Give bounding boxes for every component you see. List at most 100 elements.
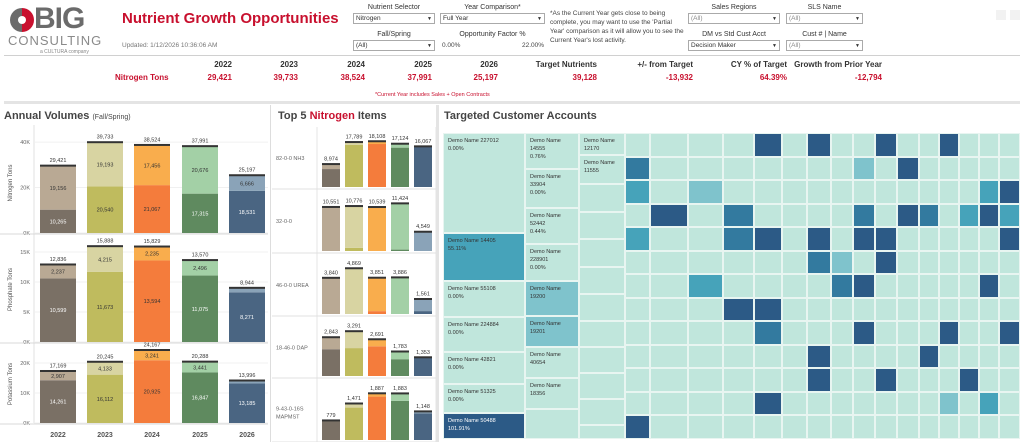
customer-account-cell[interactable]: Demo Name 11555 — [579, 155, 625, 184]
customer-account-cell-unlabeled[interactable] — [807, 227, 831, 251]
customer-account-cell-unlabeled[interactable] — [650, 203, 688, 228]
customer-account-cell-unlabeled[interactable] — [807, 133, 831, 157]
customer-account-cell-unlabeled[interactable] — [939, 391, 959, 416]
customer-account-cell-unlabeled[interactable] — [959, 344, 979, 369]
bar-segment-spring[interactable] — [345, 348, 363, 376]
customer-account-cell[interactable]: Demo Name 50488 101.91% — [443, 413, 525, 439]
bar-segment-spring[interactable] — [368, 144, 386, 187]
customer-account-cell-unlabeled[interactable] — [919, 321, 939, 345]
bar-segment-spring[interactable] — [229, 383, 265, 423]
customer-account-cell-unlabeled[interactable] — [831, 180, 853, 204]
customer-account-cell-unlabeled[interactable] — [979, 180, 999, 204]
customer-account-cell-unlabeled[interactable] — [782, 344, 807, 369]
customer-account-cell-unlabeled[interactable] — [959, 415, 979, 439]
customer-account-cell-unlabeled[interactable] — [688, 156, 723, 181]
customer-account-cell-unlabeled[interactable] — [754, 297, 782, 322]
customer-account-cell-unlabeled[interactable] — [782, 368, 807, 392]
customer-account-cell-unlabeled[interactable] — [625, 180, 650, 204]
bar-segment-spring[interactable] — [40, 209, 76, 233]
customer-account-cell-unlabeled[interactable] — [875, 391, 897, 416]
bar-segment-spring[interactable] — [391, 147, 409, 187]
bar-segment-fall[interactable] — [368, 278, 386, 312]
customer-account-cell-unlabeled[interactable] — [688, 203, 723, 228]
customer-account-cell-unlabeled[interactable] — [688, 368, 723, 392]
bar-segment-fall[interactable] — [322, 337, 340, 350]
customer-account-cell-unlabeled[interactable] — [979, 391, 999, 416]
customer-account-cell-unlabeled[interactable] — [875, 156, 897, 181]
customer-account-cell-unlabeled[interactable] — [754, 321, 782, 345]
customer-account-cell-unlabeled[interactable] — [959, 156, 979, 181]
customer-account-cell-unlabeled[interactable] — [807, 297, 831, 322]
bar-segment-fall[interactable] — [229, 175, 265, 191]
customer-account-cell-unlabeled[interactable] — [853, 321, 875, 345]
customer-account-cell-unlabeled[interactable] — [959, 250, 979, 275]
customer-account-cell-unlabeled[interactable] — [723, 391, 754, 416]
customer-account-cell-unlabeled[interactable] — [939, 274, 959, 298]
customer-account-cell-unlabeled[interactable] — [875, 344, 897, 369]
customer-account-cell-unlabeled[interactable] — [831, 321, 853, 345]
bar-segment-fall[interactable] — [229, 381, 265, 384]
bar-segment-fall[interactable] — [134, 145, 170, 186]
bar-segment-spring[interactable] — [229, 190, 265, 233]
customer-account-cell-unlabeled[interactable] — [625, 203, 650, 228]
customer-account-cell-unlabeled[interactable] — [650, 344, 688, 369]
customer-account-cell-unlabeled[interactable] — [853, 415, 875, 439]
customer-account-cell-unlabeled[interactable] — [579, 373, 625, 399]
customer-account-cell[interactable]: Demo Name 12170 — [579, 133, 625, 155]
customer-account-cell-unlabeled[interactable] — [999, 297, 1020, 322]
customer-account-cell[interactable]: Demo Name 19200 — [525, 281, 579, 316]
customer-account-cell-unlabeled[interactable] — [939, 250, 959, 275]
bar-segment-fall[interactable] — [391, 277, 409, 314]
bar-segment-spring[interactable] — [414, 311, 432, 314]
customer-account-cell-unlabeled[interactable] — [853, 274, 875, 298]
customer-account-cell-unlabeled[interactable] — [831, 156, 853, 181]
customer-account-cell-unlabeled[interactable] — [853, 227, 875, 251]
bar-segment-spring[interactable] — [87, 186, 123, 233]
customer-account-cell-unlabeled[interactable] — [919, 368, 939, 392]
customer-account-cell[interactable]: Demo Name 224884 0.00% — [443, 317, 525, 352]
customer-account-cell-unlabeled[interactable] — [875, 250, 897, 275]
customer-account-cell-unlabeled[interactable] — [754, 227, 782, 251]
customer-account-cell-unlabeled[interactable] — [625, 415, 650, 439]
customer-account-cell[interactable]: Demo Name 14405 55.11% — [443, 233, 525, 281]
customer-account-cell-unlabeled[interactable] — [831, 250, 853, 275]
customer-account-cell-unlabeled[interactable] — [723, 250, 754, 275]
customer-account-cell-unlabeled[interactable] — [875, 297, 897, 322]
customer-account-cell-unlabeled[interactable] — [625, 297, 650, 322]
customer-account-cell-unlabeled[interactable] — [650, 321, 688, 345]
customer-account-cell-unlabeled[interactable] — [853, 368, 875, 392]
customer-account-cell-unlabeled[interactable] — [919, 227, 939, 251]
customer-account-cell[interactable]: Demo Name 227012 0.00% — [443, 133, 525, 233]
bar-segment-spring[interactable] — [182, 193, 218, 233]
customer-account-cell-unlabeled[interactable] — [807, 203, 831, 228]
customer-account-cell-unlabeled[interactable] — [919, 415, 939, 439]
customer-account-cell-unlabeled[interactable] — [831, 297, 853, 322]
bar-segment-fall[interactable] — [414, 232, 432, 251]
customer-account-cell-unlabeled[interactable] — [625, 133, 650, 157]
customer-account-cell-unlabeled[interactable] — [625, 250, 650, 275]
customer-account-cell-unlabeled[interactable] — [754, 203, 782, 228]
customer-account-cell-unlabeled[interactable] — [897, 133, 919, 157]
customer-account-cell-unlabeled[interactable] — [979, 344, 999, 369]
bar-segment-spring[interactable] — [368, 346, 386, 376]
customer-account-cell-unlabeled[interactable] — [807, 156, 831, 181]
bar-segment-spring[interactable] — [182, 275, 218, 342]
customer-account-cell-unlabeled[interactable] — [723, 133, 754, 157]
customer-account-cell-unlabeled[interactable] — [999, 133, 1020, 157]
customer-account-cell-unlabeled[interactable] — [754, 274, 782, 298]
bar-segment-spring[interactable] — [391, 400, 409, 440]
customer-account-cell-unlabeled[interactable] — [979, 203, 999, 228]
bar-segment-fall[interactable] — [345, 142, 363, 145]
customer-account-cell-unlabeled[interactable] — [875, 227, 897, 251]
customer-account-cell-unlabeled[interactable] — [807, 321, 831, 345]
customer-account-cell[interactable]: Demo Name 52442 0.44% — [525, 208, 579, 244]
bar-segment-spring[interactable] — [87, 271, 123, 342]
customer-account-cell-unlabeled[interactable] — [688, 321, 723, 345]
customer-account-cell-unlabeled[interactable] — [831, 133, 853, 157]
bar-segment-spring[interactable] — [391, 249, 409, 251]
customer-account-cell-unlabeled[interactable] — [999, 415, 1020, 439]
customer-account-cell-unlabeled[interactable] — [979, 368, 999, 392]
customer-account-cell-unlabeled[interactable] — [959, 368, 979, 392]
customer-account-cell-unlabeled[interactable] — [897, 250, 919, 275]
customer-account-cell-unlabeled[interactable] — [959, 297, 979, 322]
